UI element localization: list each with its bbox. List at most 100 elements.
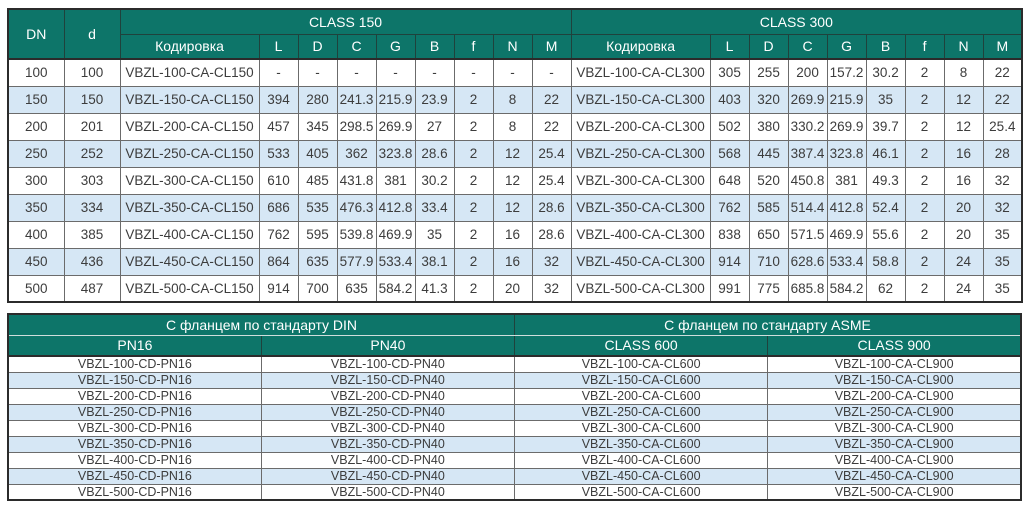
column-header-f-cl150: f [453,33,494,60]
flange-code-row: VBZL-500-CD-PN16 VBZL-500-CD-PN40 VBZL-500… [7,483,1022,501]
code-cell-cl150: VBZL-250-CA-CL150 [119,139,260,168]
column-header-n-cl150: N [492,33,533,60]
dimension-row-dn-400: 400 385 VBZL-400-CA-CL150 762 595 539.8 469.9 3… [7,220,1023,249]
value-cell-cl300: 58.8 [865,247,906,276]
flange-table-body: VBZL-100-CD-PN16 VBZL-100-CD-PN40 VBZL-100… [7,355,1022,501]
d-cell: 100 [63,58,121,87]
d-cell: 334 [63,193,121,222]
value-cell-cl150: 28.6 [414,139,455,168]
value-cell-cl300: 200 [787,58,828,87]
value-cell-cl300: 52.4 [865,193,906,222]
value-cell-cl300: 30.2 [865,58,906,87]
code-cell-cl300: VBZL-500-CA-CL300 [570,274,711,303]
value-cell-cl150: 8 [492,112,533,141]
code-cell-cl150: VBZL-200-CA-CL150 [119,112,260,141]
value-cell-cl150: 280 [297,85,338,114]
value-cell-cl150: 864 [258,247,299,276]
value-cell-cl150: 28.6 [531,193,572,222]
flange-code-cell: VBZL-100-CA-CL900 [767,355,1022,373]
column-header-d-cl300: D [748,33,789,60]
value-cell-cl300: 330.2 [787,112,828,141]
column-header-pn40: PN40 [260,334,516,357]
value-cell-cl150: 635 [297,247,338,276]
value-cell-cl150: 30.2 [414,166,455,195]
value-cell-cl150: 8 [492,85,533,114]
code-cell-cl300: VBZL-200-CA-CL300 [570,112,711,141]
flange-code-cell: VBZL-300-CA-CL900 [767,419,1022,437]
dn-cell: 250 [7,139,65,168]
column-header-d: d [63,8,121,60]
value-cell-cl300: 25.4 [982,112,1023,141]
value-cell-cl300: 323.8 [826,139,867,168]
value-cell-cl300: 445 [748,139,789,168]
column-header-dn: DN [7,8,65,60]
value-cell-cl300: 35 [982,274,1023,303]
value-cell-cl300: 28 [982,139,1023,168]
code-cell-cl150: VBZL-350-CA-CL150 [119,193,260,222]
value-cell-cl300: 255 [748,58,789,87]
value-cell-cl300: 469.9 [826,220,867,249]
value-cell-cl300: 2 [904,85,945,114]
value-cell-cl150: 595 [297,220,338,249]
value-cell-cl300: 8 [943,58,984,87]
flange-code-row: VBZL-450-CD-PN16 VBZL-450-CD-PN40 VBZL-450… [7,467,1022,485]
value-cell-cl300: 380 [748,112,789,141]
value-cell-cl150: 2 [453,112,494,141]
flange-code-cell: VBZL-350-CA-CL900 [767,435,1022,453]
dn-cell: 450 [7,247,65,276]
value-cell-cl150: 28.6 [531,220,572,249]
value-cell-cl150: 914 [258,274,299,303]
dn-cell: 150 [7,85,65,114]
value-cell-cl150: 457 [258,112,299,141]
dn-cell: 100 [7,58,65,87]
flange-code-cell: VBZL-200-CD-PN40 [260,387,516,405]
flange-code-cell: VBZL-100-CA-CL600 [513,355,769,373]
value-cell-cl150: 269.9 [375,112,416,141]
value-cell-cl300: 762 [709,193,750,222]
flange-code-cell: VBZL-300-CD-PN16 [7,419,262,437]
value-cell-cl150: 533.4 [375,247,416,276]
d-cell: 150 [63,85,121,114]
flange-code-cell: VBZL-450-CA-CL600 [513,467,769,485]
code-cell-cl300: VBZL-300-CA-CL300 [570,166,711,195]
value-cell-cl300: 775 [748,274,789,303]
column-header-code-cl300: Кодировка [570,33,711,60]
flange-code-cell: VBZL-400-CD-PN16 [7,451,262,469]
dimension-row-dn-100: 100 100 VBZL-100-CA-CL150- - - - - - - - VBZL-100-… [7,58,1023,87]
code-cell-cl150: VBZL-450-CA-CL150 [119,247,260,276]
d-cell: 385 [63,220,121,249]
group-header-asme: С фланцем по стандарту ASME [514,313,1022,336]
dimension-row-dn-250: 250 252 VBZL-250-CA-CL150 533 405 362 323.8 28.… [7,139,1023,168]
value-cell-cl150: - [531,58,572,87]
code-cell-cl300: VBZL-150-CA-CL300 [570,85,711,114]
dn-cell: 400 [7,220,65,249]
code-cell-cl300: VBZL-450-CA-CL300 [570,247,711,276]
column-header-c-cl300: C [787,33,828,60]
value-cell-cl300: 568 [709,139,750,168]
value-cell-cl300: 450.8 [787,166,828,195]
value-cell-cl300: 12 [943,112,984,141]
value-cell-cl150: 38.1 [414,247,455,276]
dimension-table-body: 100 100 VBZL-100-CA-CL150- - - - - - - - VBZL-100-… [7,58,1023,303]
value-cell-cl150: 323.8 [375,139,416,168]
column-header-c-cl150: C [336,33,377,60]
value-cell-cl300: 32 [982,166,1023,195]
group-header-din: С фланцем по стандарту DIN [7,313,515,336]
value-cell-cl150: 32 [531,247,572,276]
flange-standards-table: С фланцем по стандарту DIN С фланцем по … [7,313,1022,501]
value-cell-cl150: 12 [492,166,533,195]
value-cell-cl150: 405 [297,139,338,168]
column-header-code-cl150: Кодировка [119,33,260,60]
code-cell-cl150: VBZL-500-CA-CL150 [119,274,260,303]
dn-cell: 200 [7,112,65,141]
value-cell-cl300: 305 [709,58,750,87]
value-cell-cl150: 610 [258,166,299,195]
value-cell-cl300: 20 [943,220,984,249]
value-cell-cl150: - [258,58,299,87]
dimension-row-dn-500: 500 487 VBZL-500-CA-CL150 914 700 635 584.2 41.… [7,274,1023,303]
dn-cell: 350 [7,193,65,222]
value-cell-cl300: 20 [943,193,984,222]
value-cell-cl150: 2 [453,220,494,249]
